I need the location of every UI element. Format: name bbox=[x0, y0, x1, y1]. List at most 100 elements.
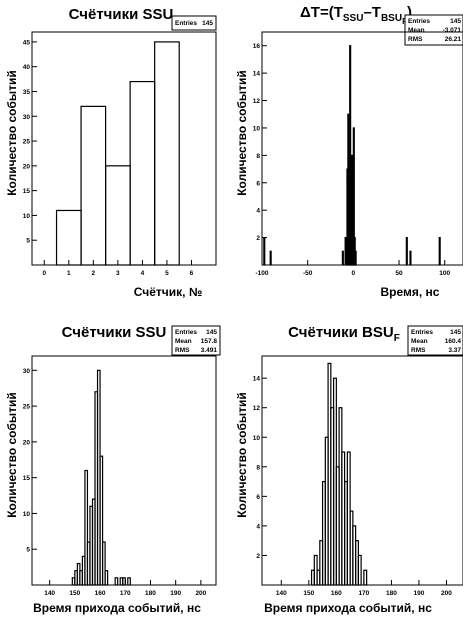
x-tick-label: 5 bbox=[165, 270, 169, 277]
histogram-bar bbox=[129, 80, 156, 266]
x-tick-label: -50 bbox=[303, 270, 313, 277]
plot-area-delta-t: 2 4 6 8 10 12 14 16 -100 -50 0 50 100 bbox=[253, 31, 463, 277]
y-tick-label: 40 bbox=[23, 64, 31, 71]
x-tick-label: 190 bbox=[170, 590, 181, 597]
y-tick-label: 10 bbox=[23, 213, 31, 220]
stat-rms-label: RMS bbox=[411, 347, 426, 354]
x-tick-label: 160 bbox=[95, 590, 106, 597]
panel-ssu-arrival-time: Счётчики SSU Entries 145 Mean 157.8 RMS … bbox=[5, 324, 221, 615]
x-tick-label: 4 bbox=[141, 270, 145, 277]
stat-mean-value: 157.8 bbox=[201, 338, 218, 345]
histogram-bar bbox=[114, 577, 119, 586]
x-tick-label: 0 bbox=[352, 270, 356, 277]
x-tick-label: 140 bbox=[44, 590, 55, 597]
plot-frame bbox=[31, 355, 217, 586]
title-sub-f: F bbox=[394, 333, 400, 344]
stat-rms-value: 3.37 bbox=[448, 347, 461, 354]
title-suffix: ) bbox=[407, 4, 412, 21]
x-tick-label: 2 bbox=[92, 270, 96, 277]
histogram-bar bbox=[354, 250, 357, 266]
x-tick-label: 170 bbox=[358, 590, 369, 597]
y-tick-label: 8 bbox=[256, 153, 260, 160]
x-tick-label: 150 bbox=[303, 590, 314, 597]
histogram-bar bbox=[84, 469, 89, 586]
x-tick-label: 100 bbox=[439, 270, 450, 277]
y-tick-label: 35 bbox=[23, 89, 31, 96]
stat-mean-value: 160.4 bbox=[445, 338, 462, 345]
stat-rms-label: RMS bbox=[408, 36, 423, 43]
y-tick-label: 4 bbox=[256, 523, 260, 530]
x-axis-label-ssu-arrival: Время прихода событий, нс bbox=[33, 601, 201, 615]
y-tick-label: 6 bbox=[256, 180, 260, 187]
histogram-bar bbox=[154, 41, 180, 266]
histogram-bar bbox=[104, 165, 131, 266]
stat-entries-label: Entries bbox=[175, 20, 197, 27]
stat-mean-label: Mean bbox=[408, 27, 425, 34]
histogram-bar bbox=[405, 236, 408, 266]
plot-frame bbox=[31, 31, 217, 266]
y-tick-label: 10 bbox=[23, 511, 31, 518]
x-tick-label: 170 bbox=[120, 590, 131, 597]
panel-bsuf-arrival-time: Счётчики BSUF Entries 145 Mean 160.4 RMS… bbox=[235, 324, 463, 615]
y-tick-label: 5 bbox=[26, 547, 30, 554]
x-tick-label: 200 bbox=[195, 590, 206, 597]
y-tick-label: 12 bbox=[253, 98, 261, 105]
plot-frame bbox=[261, 31, 463, 266]
y-tick-label: 30 bbox=[23, 114, 31, 121]
y-tick-label: 20 bbox=[23, 439, 31, 446]
x-tick-label: 0 bbox=[42, 270, 46, 277]
histogram-bar bbox=[122, 577, 126, 586]
stat-entries-value: 145 bbox=[202, 20, 213, 27]
y-tick-label: 15 bbox=[23, 475, 31, 482]
x-axis-label-ssu-counters: Счётчик, № bbox=[134, 285, 202, 299]
histogram-bar bbox=[104, 570, 109, 586]
histogram-bar bbox=[55, 209, 82, 266]
y-tick-label: 25 bbox=[23, 139, 31, 146]
histogram-bar bbox=[409, 250, 412, 266]
stat-entries-value: 145 bbox=[206, 329, 217, 336]
chart-title-ssu-arrival: Счётчики SSU bbox=[62, 324, 167, 341]
y-tick-label: 5 bbox=[26, 238, 30, 245]
y-tick-label: 10 bbox=[253, 435, 261, 442]
x-axis-label-bsuf-arrival: Время прихода событий, нс bbox=[264, 601, 432, 615]
x-tick-label: 190 bbox=[414, 590, 425, 597]
x-tick-label: 180 bbox=[386, 590, 397, 597]
stat-entries-value: 145 bbox=[450, 18, 461, 25]
y-tick-label: 4 bbox=[256, 208, 260, 215]
stat-entries-label: Entries bbox=[175, 329, 197, 336]
title-sub-bsu: BSU bbox=[381, 13, 402, 24]
y-tick-label: 45 bbox=[23, 39, 31, 46]
y-tick-label: 2 bbox=[256, 553, 260, 560]
y-tick-label: 12 bbox=[253, 405, 261, 412]
y-tick-label: 6 bbox=[256, 494, 260, 501]
stats-box-bsuf-arrival: Entries 145 Mean 160.4 RMS 3.37 bbox=[407, 325, 463, 356]
stats-box-delta-t: Entries 145 Mean -3.071 RMS 26.21 bbox=[404, 14, 463, 46]
histogram-bar bbox=[263, 236, 266, 266]
y-tick-label: 25 bbox=[23, 404, 31, 411]
stats-box-ssu-counters: Entries 145 bbox=[171, 15, 217, 31]
histogram-bar bbox=[99, 455, 104, 586]
y-axis-label-bsuf-arrival: Количество событий bbox=[235, 392, 249, 518]
title-prefix: Счётчики BSU bbox=[288, 324, 394, 341]
histogram-bar bbox=[363, 569, 368, 586]
title-mid: –T bbox=[363, 4, 381, 21]
x-tick-label: 50 bbox=[395, 270, 403, 277]
plot-area-bsuf-arrival: 2 4 6 8 10 12 14 140 150 160 170 180 190 200 bbox=[253, 355, 463, 597]
stat-mean-label: Mean bbox=[175, 338, 192, 345]
x-tick-label: 160 bbox=[331, 590, 342, 597]
title-prefix: ΔT=(T bbox=[300, 4, 343, 21]
y-tick-label: 16 bbox=[253, 43, 261, 50]
histogram-bar bbox=[341, 250, 344, 266]
plot-area-ssu-arrival: 5 10 15 20 25 30 140 150 160 170 180 190 200 bbox=[23, 355, 217, 597]
x-axis-label-delta-t: Время, нс bbox=[381, 285, 440, 299]
stat-mean-label: Mean bbox=[411, 338, 428, 345]
x-tick-label: 1 bbox=[67, 270, 71, 277]
histogram-bar bbox=[269, 250, 272, 266]
y-tick-label: 14 bbox=[253, 71, 261, 78]
x-tick-label: 3 bbox=[116, 270, 120, 277]
x-tick-label: 200 bbox=[441, 590, 452, 597]
stat-rms-label: RMS bbox=[175, 347, 190, 354]
stat-rms-value: 3.491 bbox=[201, 347, 218, 354]
histogram-bar bbox=[127, 577, 131, 586]
